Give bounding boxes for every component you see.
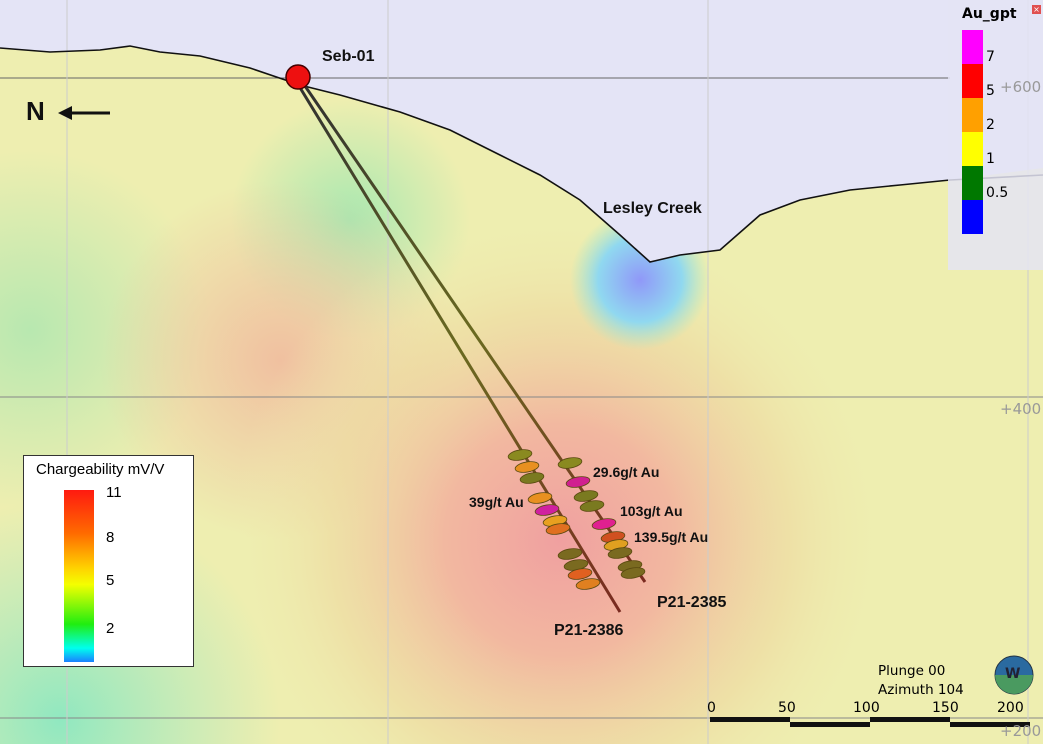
au-legend-swatch [962,132,983,166]
assay-interval-disc [607,547,633,559]
legend-tick: 11 [106,484,122,501]
au-legend-swatch [962,166,983,200]
legend-tick: 5 [106,572,115,589]
assay-interval-disc [573,490,599,502]
assay-interval-disc [507,449,533,461]
legend-tick: 2 [986,117,995,133]
assay-label: 139.5g/t Au [634,529,709,545]
au-gpt-legend: Au_gpt × 7 5 2 1 0.5 [948,0,1043,270]
assay-interval-disc [565,476,591,488]
scale-tick: 200 [997,700,1024,716]
assay-interval-disc [534,504,560,516]
compass-icon [994,655,1034,695]
assay-interval-disc [514,461,540,473]
chargeability-legend-title: Chargeability mV/V [36,461,165,478]
assay-interval-disc [527,492,553,504]
assay-label: 29.6g/t Au [593,464,660,480]
assay-interval-disc [591,518,617,530]
topography-line [0,45,1043,263]
elevation-label-600: +600 [1000,78,1042,96]
legend-tick: 1 [986,151,995,167]
au-legend-title: Au_gpt [962,6,1017,22]
scale-tick: 50 [778,700,796,716]
assay-interval-disc [579,500,605,512]
collar-marker [285,64,311,90]
collar-label: Seb-01 [322,48,375,65]
close-icon[interactable]: × [1032,5,1041,14]
assay-interval-disc [545,523,571,535]
assay-interval-disc [519,472,545,484]
legend-tick: 8 [106,529,115,546]
au-legend-swatch [962,98,983,132]
assay-interval-disc [557,457,583,469]
au-legend-swatch [962,200,983,234]
elevation-label-200: +200 [1000,722,1042,740]
scale-bar [710,717,1030,727]
legend-tick: 0.5 [986,185,1009,201]
hole-label-P21-2385: P21-2385 [657,594,727,611]
legend-tick: 5 [986,83,995,99]
chargeability-legend: Chargeability mV/V 11 8 5 2 [23,455,194,667]
legend-tick: 2 [106,620,115,637]
legend-tick: 7 [986,49,995,65]
plunge-readout: Plunge 00 [878,663,946,679]
assay-label: 103g/t Au [620,503,683,519]
au-legend-swatch [962,64,983,98]
azimuth-readout: Azimuth 104 [878,682,964,698]
compass-label[interactable]: W [1005,666,1021,682]
chargeability-colorbar [64,490,94,662]
scale-tick: 100 [853,700,880,716]
hole-label-P21-2386: P21-2386 [554,622,624,639]
assay-interval-disc [557,548,583,560]
au-legend-swatch [962,30,983,64]
assay-interval-disc [620,567,646,579]
assay-label: 39g/t Au [469,494,524,510]
assay-interval-disc [575,578,601,590]
north-label: N [26,96,45,126]
assay-interval-disc [567,568,593,580]
scale-tick: 0 [707,700,716,716]
scale-tick: 150 [932,700,959,716]
north-arrow-icon [58,106,110,120]
sky [0,0,1043,262]
creek-label: Lesley Creek [603,200,702,217]
elevation-label-400: +400 [1000,400,1042,418]
